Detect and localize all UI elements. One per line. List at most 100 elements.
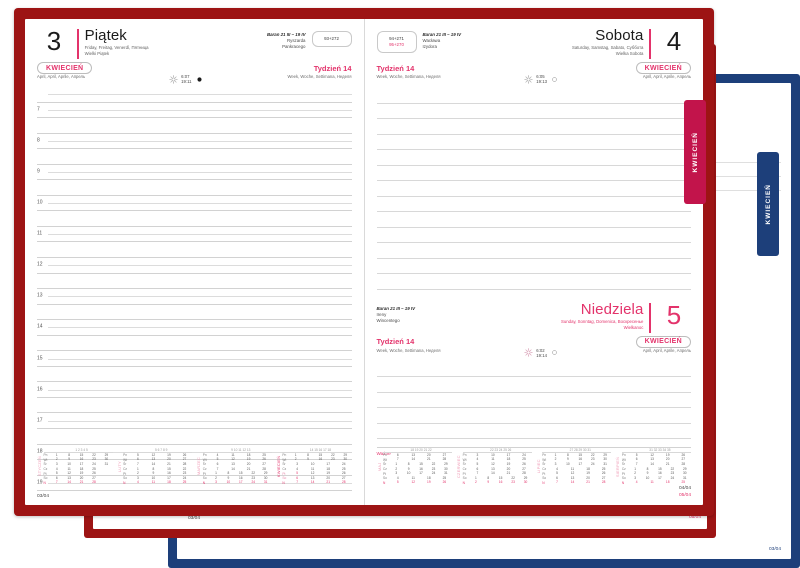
sunday-day-number: 5 xyxy=(666,299,682,330)
sunday-month-pill[interactable]: KWIECIEŃ xyxy=(635,335,691,348)
hour-row[interactable]: 8 xyxy=(37,134,352,150)
note-line[interactable] xyxy=(376,362,691,377)
mini-row: Cz 4 11 18 25 xyxy=(43,466,96,471)
saturday-week-label: Tydzień 14 xyxy=(376,63,415,73)
friday-month-week-bar: KWIECIEŃ Tydzień 14 xyxy=(25,59,364,74)
sunday-wazne-row[interactable]: Ważne xyxy=(376,447,691,457)
saturday-month-week-bar: Tydzień 14 KWIECIEŃ xyxy=(365,59,704,74)
friday-month-pill[interactable]: KWIECIEŃ xyxy=(37,62,93,74)
note-line[interactable] xyxy=(376,212,691,228)
hour-row-half[interactable] xyxy=(37,398,352,414)
hour-row[interactable]: 12 xyxy=(37,258,352,274)
hour-row[interactable]: 17 xyxy=(37,413,352,430)
hour-label: 9 xyxy=(37,168,40,175)
mini-row: N 7 14 21 28 xyxy=(282,480,346,485)
sunday-note-lines xyxy=(365,362,704,439)
friday-sun-times: 6:07 19:11 xyxy=(169,74,203,84)
note-line[interactable] xyxy=(376,408,691,424)
mini-row: Pn 1 8 15 22 29 xyxy=(43,452,109,458)
friday-name-block: Piątek Friday, Freitag, Venerdì, Пятница… xyxy=(85,28,149,57)
mini-weekday: Pt xyxy=(383,471,387,476)
mini-weekday: N xyxy=(282,480,285,485)
sunday-holiday: Wielkanoc xyxy=(623,324,644,330)
sun-icon xyxy=(524,348,533,357)
hour-row-half[interactable] xyxy=(37,429,352,445)
note-line[interactable] xyxy=(376,274,691,290)
hour-row[interactable]: 7 xyxy=(37,103,352,119)
saturday-daycount: 94+271 95+270 xyxy=(376,31,417,53)
sunday-name-block: Niedziela Sunday, Sonntag, Domenica, Вос… xyxy=(561,301,644,331)
saturday-month-pill[interactable]: KWIECIEŃ xyxy=(635,62,691,74)
friday-holiday: Wielki Piątek xyxy=(84,51,110,56)
hour-row-half[interactable] xyxy=(37,180,352,196)
mini-row: Wt 7 14 21 28 xyxy=(383,457,447,462)
hour-row[interactable]: 18 xyxy=(37,445,352,461)
mini-calendar[interactable]: CZERWIEC 22 23 24 25 26 Pn 3 10 17 24 Wt 4 11 1… xyxy=(456,448,532,485)
hour-row[interactable]: 19 xyxy=(37,476,352,492)
mini-calendar[interactable]: LUTY 5 6 7 8 9 Pn 5 12 19 26 Wt 6 13 20 27 Śr 7 14… xyxy=(117,448,193,485)
hour-row-half[interactable] xyxy=(37,336,352,352)
hour-row-half[interactable] xyxy=(37,305,352,321)
mini-calendar[interactable]: MARZEC 9 10 11 12 13 Pn 4 11 18 25 Wt 5 12 19 26… xyxy=(196,448,272,485)
hour-row[interactable]: 9 xyxy=(37,165,352,181)
mini-calendar-current[interactable]: KWIECIEŃ 14 15 16 17 18 Pn 1 8 15 22 29 Wt 2 9 1… xyxy=(276,448,352,485)
mini-row: Cz 6 13 20 27 xyxy=(462,466,526,471)
mini-calendar-month: CZERWIEC xyxy=(456,454,462,478)
note-line[interactable] xyxy=(376,377,691,393)
mini-calendar[interactable]: STYCZEŃ 1 2 3 4 5 Pn 1 8 15 22 29 Wt 2 9 16 23 30 … xyxy=(37,448,113,485)
hour-row-half[interactable] xyxy=(37,274,352,290)
mini-row: Pn 6 13 20 27 xyxy=(383,452,447,458)
note-line[interactable] xyxy=(376,259,691,274)
note-line[interactable] xyxy=(376,243,691,259)
mini-calendar[interactable]: SIERPIEŃ 31 32 33 34 35 Pn 5 12 19 26 Wt 6 13 2… xyxy=(615,448,691,485)
note-line[interactable] xyxy=(376,135,691,150)
month-tab-back[interactable]: KWIECIEŃ xyxy=(757,152,779,256)
hour-row[interactable]: 14 xyxy=(37,320,352,336)
hour-row-half[interactable] xyxy=(37,118,352,134)
mini-calendar[interactable]: LIPIEC 27 28 29 30 31 Pn 1 8 15 22 29 Wt 2 9 16 2… xyxy=(536,448,612,485)
weekend-page-numbers: 04/04 05/04 xyxy=(679,486,691,499)
saturday-day-number: 4 xyxy=(666,26,682,56)
note-line[interactable] xyxy=(376,197,691,212)
note-line[interactable] xyxy=(376,424,691,439)
hour-row[interactable]: 15 xyxy=(37,351,352,367)
mini-calendar[interactable]: MAJ 18 19 20 21 22 Pn 6 13 20 27 Wt 7 14 21 28 Ś… xyxy=(377,448,453,485)
hour-row-half[interactable] xyxy=(37,491,352,505)
note-line[interactable] xyxy=(376,181,691,197)
hour-row[interactable]: 13 xyxy=(37,289,352,305)
mini-calendar-month: LUTY xyxy=(116,460,122,472)
mini-weekday: Cz xyxy=(123,466,128,471)
mini-row: So 4 11 18 25 xyxy=(383,475,447,481)
hour-row-half[interactable] xyxy=(37,460,352,476)
page-spread: 3 Piątek Friday, Freitag, Venerdì, Пятни… xyxy=(25,19,703,505)
hour-label: 14 xyxy=(37,324,43,331)
note-line[interactable] xyxy=(376,88,691,104)
hour-row-half[interactable] xyxy=(37,367,352,383)
sunday-page-number: 05/04 xyxy=(678,492,691,498)
note-line[interactable] xyxy=(376,166,691,181)
note-line[interactable] xyxy=(376,150,691,166)
back-blue-page-number: 03/04 xyxy=(768,546,781,552)
sun-icon xyxy=(524,74,533,84)
hour-row-half[interactable] xyxy=(37,211,352,227)
moon-phase-icon xyxy=(552,350,557,355)
hour-row[interactable]: 11 xyxy=(37,227,352,243)
mini-weekday: Pn xyxy=(282,453,287,458)
mini-week-numbers: 27 28 29 30 31 xyxy=(569,447,591,452)
mini-calendar-grid: 27 28 29 30 31 Pn 1 8 15 22 29 Wt 2 9 16 23 30 Śr 3… xyxy=(542,447,612,485)
hour-row-half[interactable] xyxy=(37,149,352,165)
month-tab-front[interactable]: KWIECIEŃ xyxy=(684,100,706,204)
hour-row[interactable]: 10 xyxy=(37,196,352,212)
mini-row: So 1 8 15 22 29 xyxy=(462,475,528,481)
mini-calendar-weeks: 27 28 29 30 31 xyxy=(542,447,612,453)
hour-row[interactable]: 16 xyxy=(37,382,352,398)
hour-row-half[interactable] xyxy=(37,242,352,259)
hour-label: 11 xyxy=(37,230,43,237)
hour-row-pad[interactable] xyxy=(37,87,352,103)
note-line[interactable] xyxy=(376,393,691,408)
weekend-mini-calendars: MAJ 18 19 20 21 22 Pn 6 13 20 27 Wt 7 14 21 28 Ś… xyxy=(377,448,691,485)
mini-week-numbers: 9 10 11 12 13 xyxy=(231,447,251,452)
note-line[interactable] xyxy=(376,228,691,243)
note-line[interactable] xyxy=(376,119,691,135)
note-line[interactable] xyxy=(376,104,691,119)
